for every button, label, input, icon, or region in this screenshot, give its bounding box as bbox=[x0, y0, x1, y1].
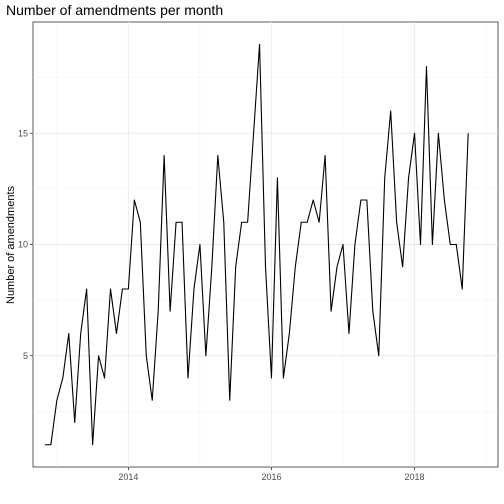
chart-title: Number of amendments per month bbox=[6, 2, 224, 18]
y-tick-label: 5 bbox=[23, 351, 28, 361]
x-tick-label: 2014 bbox=[118, 472, 138, 482]
x-tick-label: 2018 bbox=[405, 472, 425, 482]
series-line bbox=[44, 43, 469, 446]
y-tick-label: 15 bbox=[18, 128, 28, 138]
x-tick-label: 2016 bbox=[261, 472, 281, 482]
y-tick-label: 10 bbox=[18, 240, 28, 250]
y-axis-title: Number of amendments bbox=[5, 186, 17, 304]
